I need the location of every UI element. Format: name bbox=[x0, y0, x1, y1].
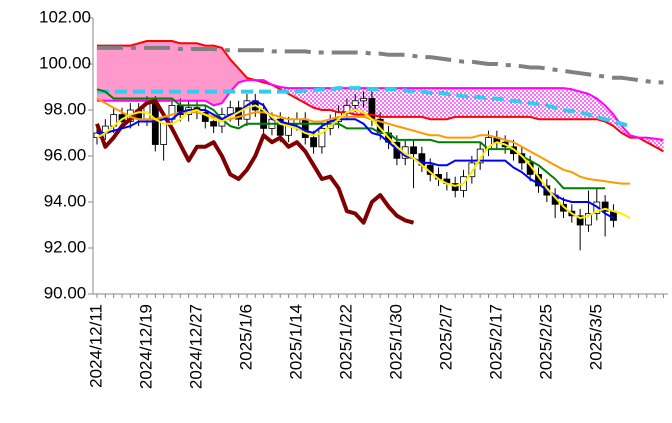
cloud-segment bbox=[571, 89, 581, 120]
y-tick-label: 100.00 bbox=[39, 53, 91, 72]
cloud-segment bbox=[405, 88, 414, 117]
y-tick-label: 96.00 bbox=[44, 145, 87, 164]
cloud-segment bbox=[496, 88, 506, 117]
series-line bbox=[97, 45, 664, 85]
series-line bbox=[96, 104, 631, 220]
candle-body bbox=[576, 215, 584, 226]
cloud-segment bbox=[655, 138, 664, 152]
candle-body bbox=[310, 137, 317, 148]
cloud-segment bbox=[521, 88, 531, 117]
cloud-segment bbox=[488, 88, 497, 117]
cloud-segment bbox=[588, 93, 597, 120]
cloud-segment bbox=[646, 137, 656, 147]
cloud-segment bbox=[388, 88, 397, 117]
x-tick-label: 2024/12/27 bbox=[186, 304, 205, 389]
cloud-segment bbox=[563, 88, 572, 120]
y-tick-label: 94.00 bbox=[44, 191, 87, 210]
cloud-segment bbox=[555, 88, 564, 120]
cloud-segment bbox=[305, 88, 314, 108]
candle-body bbox=[360, 98, 367, 102]
x-tick-label: 2025/3/5 bbox=[586, 304, 605, 370]
cloud-segment bbox=[438, 88, 447, 120]
cloud-segment bbox=[421, 88, 431, 120]
cloud bbox=[96, 40, 664, 152]
x-tick-label: 2025/1/14 bbox=[286, 304, 305, 380]
series-line bbox=[97, 40, 664, 153]
cloud-segment bbox=[413, 88, 422, 117]
candle-body bbox=[276, 118, 284, 136]
candle-body bbox=[601, 201, 609, 212]
x-tick-label: 2024/12/11 bbox=[86, 304, 105, 388]
candle-body bbox=[451, 183, 459, 191]
cloud-segment bbox=[355, 88, 364, 115]
candle-body bbox=[351, 100, 359, 106]
x-tick-label: 2025/1/30 bbox=[386, 304, 405, 380]
cloud-segment bbox=[471, 88, 481, 117]
candle-body bbox=[476, 148, 484, 164]
cloud-segment bbox=[546, 88, 556, 120]
cloud-segment bbox=[463, 88, 472, 117]
cloud-segment bbox=[288, 88, 297, 99]
candle-body bbox=[210, 121, 218, 127]
x-tick-label: 2025/1/6 bbox=[236, 304, 255, 370]
cloud-segment bbox=[505, 88, 514, 117]
candle-body bbox=[410, 146, 417, 155]
y-tick-label: 90.00 bbox=[44, 283, 87, 302]
cloud-segment bbox=[213, 45, 223, 106]
cloud-segment bbox=[330, 88, 339, 113]
lines bbox=[95, 40, 664, 225]
x-tick-label: 2025/2/25 bbox=[536, 304, 555, 380]
cloud-segment bbox=[313, 88, 322, 110]
series-line bbox=[96, 97, 631, 185]
x-tick-label: 2025/2/17 bbox=[486, 304, 505, 380]
y-tick-label: 102.00 bbox=[39, 7, 91, 26]
cloud-segment bbox=[430, 88, 439, 120]
axes: 90.00 92.00 94.00 96.00 98.00 100.00 102.00 202… bbox=[39, 7, 668, 389]
series-line bbox=[97, 79, 664, 141]
candle-body bbox=[468, 162, 476, 178]
cloud-segment bbox=[538, 88, 547, 120]
y-tick-label: 98.00 bbox=[44, 99, 87, 118]
candle-body bbox=[585, 213, 592, 226]
y-tick-label: 92.00 bbox=[44, 237, 87, 256]
cloud-segment bbox=[480, 88, 489, 117]
cloud-segment bbox=[321, 88, 331, 110]
candle-body bbox=[318, 127, 326, 148]
cloud-segment bbox=[205, 45, 214, 106]
x-tick-label: 2025/1/22 bbox=[336, 304, 355, 380]
candle-body bbox=[151, 102, 159, 145]
cloud-segment bbox=[396, 88, 406, 117]
series-line bbox=[95, 98, 415, 225]
cloud-segment bbox=[380, 88, 389, 117]
cloud-segment bbox=[455, 88, 464, 117]
x-tick-label: 2025/2/7 bbox=[436, 304, 455, 370]
x-tick-label: 2024/12/19 bbox=[136, 304, 155, 389]
series-line bbox=[97, 99, 614, 219]
